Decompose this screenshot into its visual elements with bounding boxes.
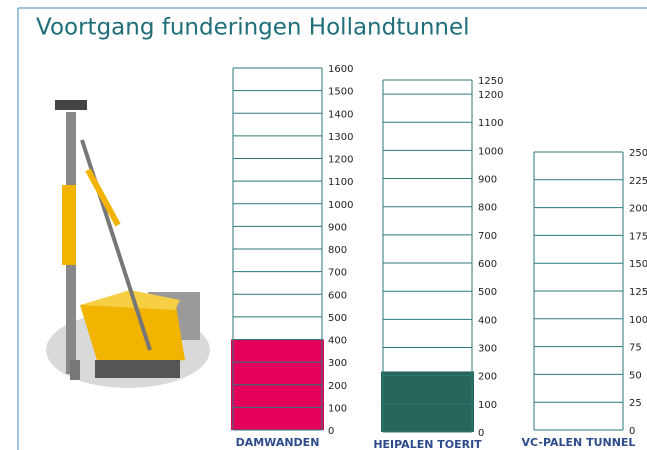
y-tick-label: 50 [629, 370, 642, 381]
y-tick-label: 200 [478, 372, 497, 383]
y-tick-label: 1500 [328, 87, 353, 98]
y-tick-label: 100 [328, 403, 347, 414]
y-tick-label: 200 [629, 204, 647, 215]
y-tick-label: 900 [478, 175, 497, 186]
y-tick-label: 1100 [478, 118, 503, 129]
page: Voortgang funderingen Hollandtunnel DAMW… [0, 0, 647, 450]
y-tick-label: 1000 [478, 146, 503, 157]
y-tick-label: 0 [328, 426, 334, 437]
infographic: Voortgang funderingen Hollandtunnel DAMW… [0, 0, 647, 450]
y-tick-label: 100 [478, 400, 497, 411]
y-tick-label: 800 [328, 245, 347, 256]
y-tick-label: 125 [629, 287, 647, 298]
y-tick-label: 400 [478, 315, 497, 326]
y-tick-label: 300 [478, 344, 497, 355]
y-tick-label: 25 [629, 398, 642, 409]
y-tick-label: 600 [328, 290, 347, 301]
y-tick-label: 1600 [328, 64, 353, 75]
y-tick-label: 100 [629, 315, 647, 326]
y-tick-label: 225 [629, 176, 647, 187]
y-tick-label: 400 [328, 336, 347, 347]
y-tick-label: 1300 [328, 132, 353, 143]
y-tick-label: 175 [629, 231, 647, 242]
y-tick-label: 300 [328, 358, 347, 369]
y-tick-label: 700 [328, 268, 347, 279]
category-label: HEIPALEN TOERIT [373, 438, 482, 450]
y-tick-label: 75 [629, 343, 642, 354]
y-tick-label: 250 [629, 148, 647, 159]
y-tick-label: 800 [478, 203, 497, 214]
y-tick-label: 1100 [328, 177, 353, 188]
y-tick-label: 0 [478, 428, 484, 439]
y-tick-label: 150 [629, 259, 647, 270]
y-tick-label: 500 [478, 287, 497, 298]
bar [381, 371, 474, 432]
y-tick-label: 500 [328, 313, 347, 324]
y-tick-label: 1000 [328, 200, 353, 211]
category-label: DAMWANDEN [236, 436, 320, 449]
y-tick-label: 1400 [328, 109, 353, 120]
y-tick-label: 200 [328, 381, 347, 392]
y-tick-label: 0 [629, 426, 635, 437]
y-tick-label: 1200 [328, 155, 353, 166]
y-tick-label: 700 [478, 231, 497, 242]
pile-driver-illustration [46, 100, 210, 388]
y-tick-label: 600 [478, 259, 497, 270]
y-tick-label: 1250 [478, 76, 503, 87]
y-tick-label: 1200 [478, 90, 503, 101]
category-label: VC-PALEN TUNNEL [522, 436, 636, 449]
page-title: Voortgang funderingen Hollandtunnel [36, 15, 470, 41]
y-tick-label: 900 [328, 222, 347, 233]
